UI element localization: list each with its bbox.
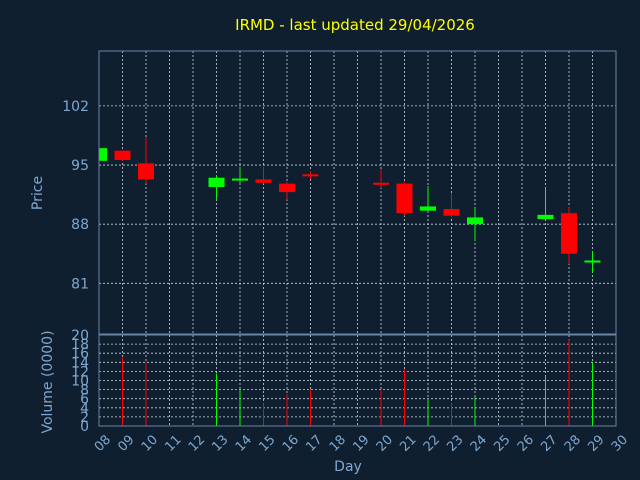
- x-tick-label: 25: [491, 432, 513, 454]
- x-tick-label: 30: [609, 432, 631, 454]
- candle-body: [232, 178, 248, 181]
- x-tick-label: 09: [115, 432, 137, 454]
- x-ticks: 08 09 10 11 12 13 14 15 16 17 18 19 20 21 22 23 24 25 26 27…: [92, 432, 631, 454]
- volume-panel-frame: [98, 334, 617, 427]
- volume-tick-label: 4: [80, 401, 89, 417]
- x-tick-label: 29: [585, 432, 607, 454]
- price-panel-frame: [98, 50, 617, 335]
- candle-body: [584, 260, 601, 263]
- x-tick-label: 12: [186, 432, 208, 454]
- x-tick-label: 08: [92, 432, 114, 454]
- volume-tick-label: 14: [71, 355, 89, 371]
- x-tick-label: 24: [468, 432, 490, 454]
- x-tick-label: 10: [139, 432, 161, 454]
- volume-tick-label: 0: [80, 419, 89, 435]
- candles: [98, 137, 601, 273]
- volume-tick-label: 12: [71, 364, 89, 380]
- volume-axis-label: Volume (0000): [40, 330, 56, 433]
- volume-tick-label: 8: [80, 383, 89, 399]
- price-ticks: 81 88 95 102: [62, 99, 89, 292]
- x-tick-label: 13: [209, 432, 231, 454]
- x-tick-label: 22: [421, 432, 443, 454]
- volume-tick-label: 18: [71, 337, 89, 353]
- candle-body: [396, 183, 413, 214]
- price-tick-label: 102: [62, 99, 89, 115]
- x-axis-label: Day: [334, 459, 362, 475]
- x-tick-label: 20: [374, 432, 396, 454]
- volume-tick-label: 6: [80, 392, 89, 408]
- volume-bars: [122, 339, 593, 426]
- candle-body: [561, 213, 577, 254]
- candle-body: [373, 182, 389, 185]
- candle-body: [537, 214, 554, 220]
- volume-tick-label: 2: [80, 410, 89, 426]
- x-tick-label: 23: [444, 432, 466, 454]
- volume-tick-label: 16: [71, 346, 89, 362]
- x-tick-label: 14: [233, 432, 255, 454]
- price-tick-label: 88: [71, 217, 89, 233]
- volume-tick-label: 20: [71, 328, 89, 344]
- candle-body: [279, 183, 295, 193]
- x-tick-label: 27: [538, 432, 560, 454]
- price-grid: [98, 51, 617, 334]
- candle-body: [443, 208, 460, 216]
- x-tick-label: 19: [350, 432, 372, 454]
- candle-body: [114, 150, 131, 160]
- x-tick-label: 28: [562, 432, 584, 454]
- y-axis-label: Price: [30, 176, 46, 210]
- x-tick-label: 18: [327, 432, 349, 454]
- volume-grid: [98, 335, 617, 426]
- candle-body: [138, 163, 154, 180]
- volume-tick-label: 10: [71, 374, 89, 390]
- x-tick-label: 26: [515, 432, 537, 454]
- candle-body: [302, 174, 319, 177]
- candle-body: [255, 179, 272, 183]
- candle-body: [99, 148, 107, 161]
- x-tick-label: 15: [256, 432, 278, 454]
- price-tick-label: 81: [71, 276, 89, 292]
- candle-body: [208, 177, 225, 188]
- price-tick-label: 95: [71, 158, 89, 174]
- x-tick-label: 11: [162, 432, 184, 454]
- candle-body: [467, 217, 483, 225]
- candle-body: [420, 206, 436, 211]
- x-tick-label: 17: [303, 432, 325, 454]
- x-tick-label: 16: [280, 432, 302, 454]
- x-tick-label: 21: [397, 432, 419, 454]
- chart-title: IRMD - last updated 29/04/2026: [235, 16, 475, 34]
